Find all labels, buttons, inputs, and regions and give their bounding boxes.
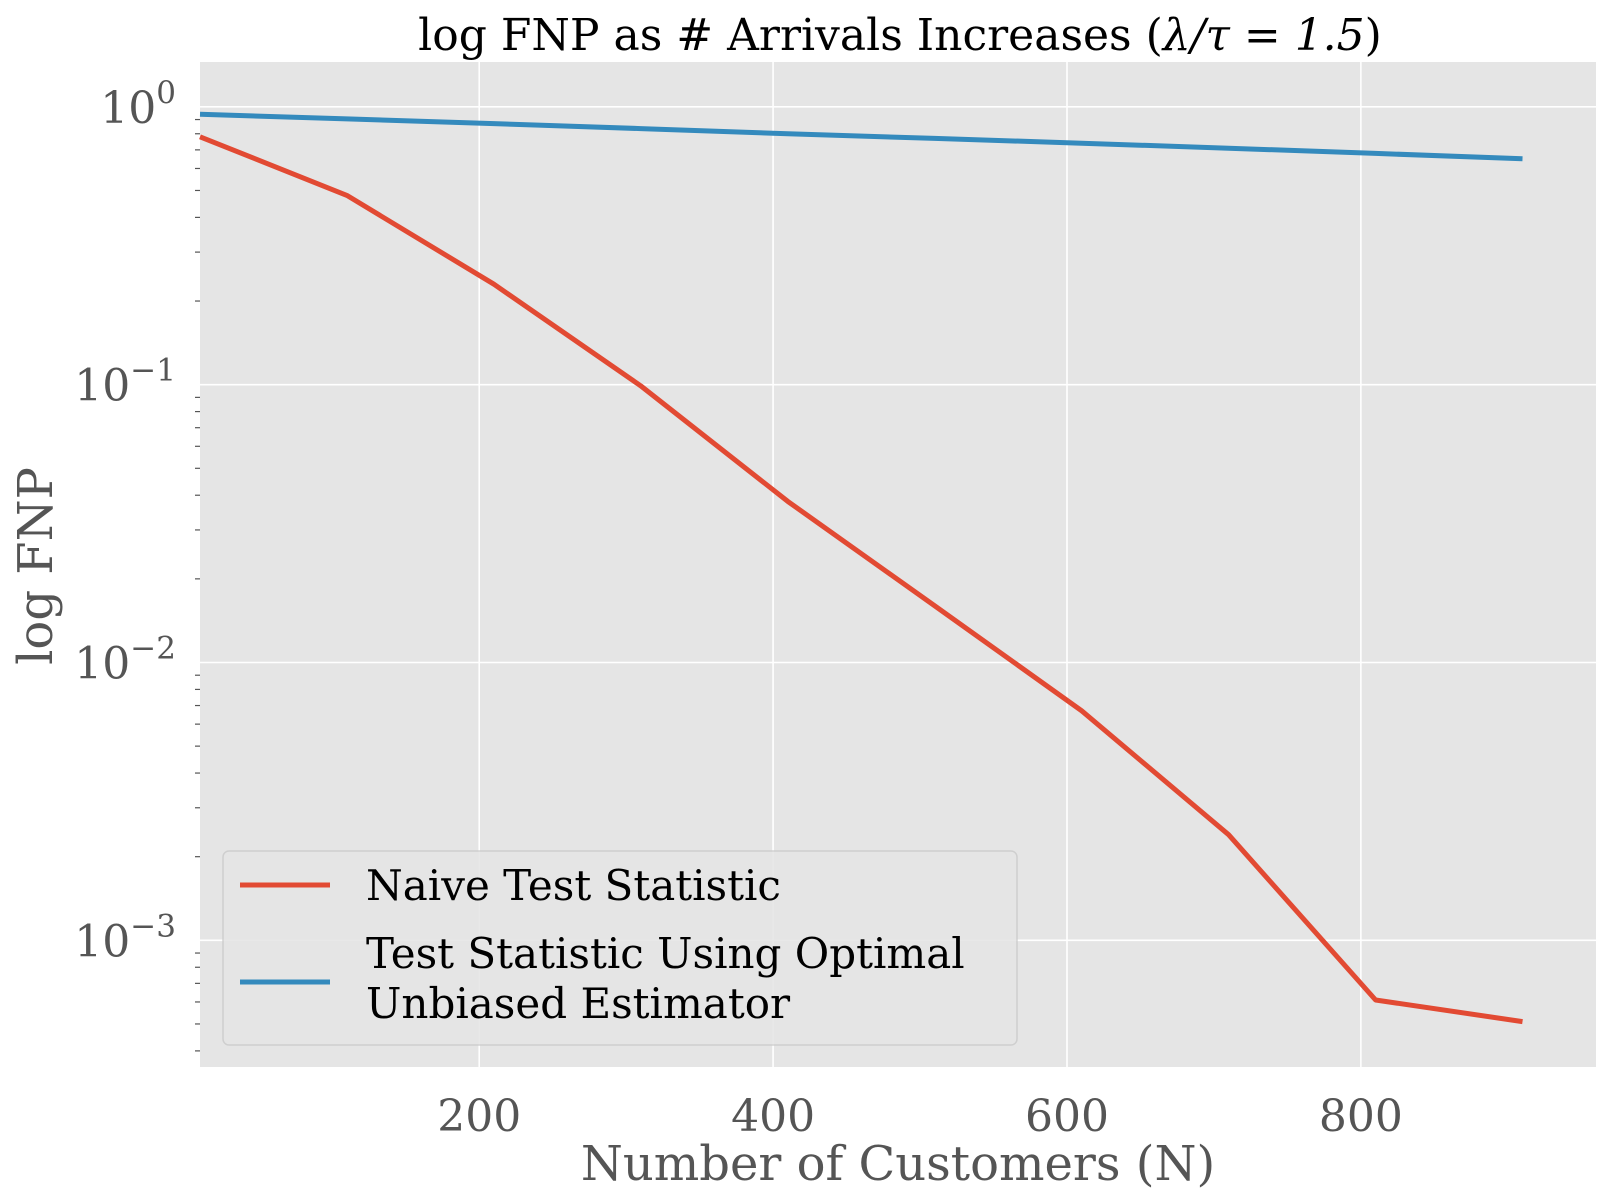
y-tick-labels: 100 10−1 10−2 10−3 <box>74 75 176 967</box>
legend-label-optimal-line1: Test Statistic Using Optimal <box>366 929 965 978</box>
x-tick-labels: 200 400 600 800 <box>437 1091 1403 1142</box>
x-axis-label: Number of Customers (N) <box>581 1136 1215 1192</box>
x-tick-label: 600 <box>1025 1091 1109 1142</box>
y-tick-label: 10−2 <box>74 630 176 689</box>
chart-title-math: λ/τ = 1.5 <box>1161 10 1365 61</box>
series-line-naive <box>199 134 1523 1025</box>
chart-title-prefix: log FNP as # Arrivals Increases ( <box>418 10 1163 61</box>
chart-title: log FNP as # Arrivals Increases (λ/τ = 1… <box>418 10 1382 61</box>
x-tick-label: 800 <box>1319 1091 1403 1142</box>
legend: Naive Test Statistic Test Statistic Usin… <box>222 850 1018 1046</box>
legend-box <box>222 850 1018 1046</box>
y-tick-label: 10−3 <box>74 908 176 967</box>
minor-ticks <box>195 118 200 1052</box>
legend-label-naive: Naive Test Statistic <box>366 861 781 910</box>
legend-label-optimal-line2: Unbiased Estimator <box>366 979 791 1028</box>
y-tick-label: 10−1 <box>74 353 176 412</box>
y-axis-label: log FNP <box>8 467 64 665</box>
x-tick-label: 200 <box>437 1091 521 1142</box>
x-tick-label: 400 <box>731 1091 815 1142</box>
series-line-optimal <box>199 111 1523 162</box>
series-layer <box>199 111 1523 1025</box>
y-tick-label: 100 <box>100 75 176 134</box>
chart-title-suffix: ) <box>1365 10 1382 61</box>
